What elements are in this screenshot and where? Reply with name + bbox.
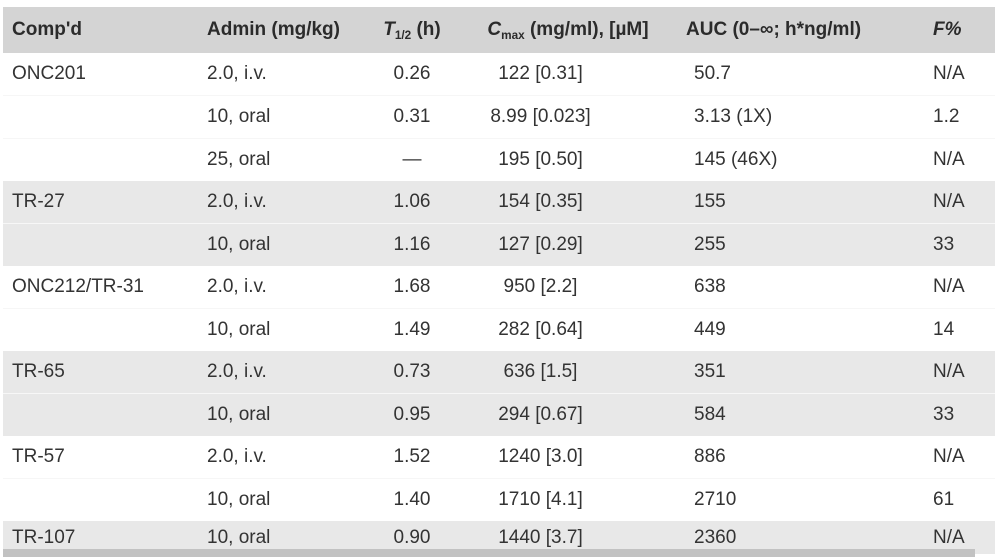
cell-admin: 10, oral [207,404,271,425]
header-cell-t12: T1/2 (h) [371,19,453,43]
cell-cmax: 195 [0.50] [498,149,583,170]
t12-subscript: 1/2 [394,29,412,43]
cell-auc: 449 [694,319,726,340]
cell-auc: 886 [694,446,726,467]
cell-admin: 10, oral [207,319,271,340]
table-header-row: Comp'd Admin (mg/kg) T1/2 (h) Cmax (mg/m… [3,7,995,53]
cell-t12: 0.73 [393,361,431,382]
cell-f: N/A [933,149,965,170]
cell-cmax: 1710 [4.1] [498,489,583,510]
cell-auc: 155 [694,191,726,212]
cell-admin: 10, oral [207,234,271,255]
cell-admin: 10, oral [207,526,271,548]
cell-cmax: 294 [0.67] [498,404,583,425]
cell-t12: 1.16 [393,234,431,255]
cell-auc: 351 [694,361,726,382]
table-row-tr27-oral: 10, oral 1.16 127 [0.29] 255 33 [3,223,995,266]
cmax-symbol: C [487,19,502,40]
cell-admin: 10, oral [207,106,271,127]
cell-admin: 25, oral [207,149,271,170]
cell-t12: 1.49 [393,319,431,340]
header-cell-auc: AUC (0–∞; h*ng/ml) [686,19,862,40]
table-row-tr65-oral: 10, oral 0.95 294 [0.67] 584 33 [3,393,995,436]
cell-t12: 1.06 [393,191,431,212]
cell-f: 1.2 [933,106,960,127]
cell-auc: 2360 [694,526,737,548]
cell-auc: 638 [694,276,726,297]
table-bottom-bar [3,549,975,557]
header-cell-admin: Admin (mg/kg) [207,19,340,40]
cell-auc: 2710 [694,489,737,510]
table-row-tr65-iv: TR-65 2.0, i.v. 0.73 636 [1.5] 351 N/A [3,351,995,393]
cell-admin: 2.0, i.v. [207,191,267,212]
cell-f: 33 [933,404,955,425]
cell-admin: 2.0, i.v. [207,63,267,84]
cell-cmax: 127 [0.29] [498,234,583,255]
cell-compd: TR-57 [12,446,65,467]
cell-t12: 1.68 [393,276,431,297]
cell-admin: 10, oral [207,489,271,510]
header-cell-compd: Comp'd [12,19,82,40]
pk-table: Comp'd Admin (mg/kg) T1/2 (h) Cmax (mg/m… [3,7,995,554]
cmax-subscript: max [501,29,525,43]
cell-t12: 1.52 [393,446,431,467]
cell-f: N/A [933,276,965,297]
cell-t12: 0.31 [393,106,431,127]
cmax-unit: (mg/ml), [µM] [524,19,649,40]
table-row-onc212-iv: ONC212/TR-31 2.0, i.v. 1.68 950 [2.2] 63… [3,266,995,308]
cell-compd: TR-65 [12,361,65,382]
f-percent-label: F% [933,19,962,40]
cell-t12: 1.40 [393,489,431,510]
cell-f: 33 [933,234,955,255]
cell-cmax: 636 [1.5] [503,361,578,382]
table-row-onc201-oral10: 10, oral 0.31 8.99 [0.023] 3.13 (1X) 1.2 [3,95,995,138]
t12-symbol: T [383,19,395,40]
cell-cmax: 154 [0.35] [498,191,583,212]
cell-cmax: 282 [0.64] [498,319,583,340]
cell-cmax: 1240 [3.0] [498,446,583,467]
table-row-tr107-oral: TR-107 10, oral 0.90 1440 [3.7] 2360 N/A [3,521,995,554]
cell-f: 61 [933,489,955,510]
cell-auc: 584 [694,404,726,425]
cell-admin: 2.0, i.v. [207,276,267,297]
cell-auc: 145 (46X) [694,149,778,170]
cell-t12: 0.95 [393,404,431,425]
table-row-onc212-oral: 10, oral 1.49 282 [0.64] 449 14 [3,308,995,351]
table-row-tr57-iv: TR-57 2.0, i.v. 1.52 1240 [3.0] 886 N/A [3,436,995,478]
cell-cmax: 8.99 [0.023] [490,106,591,127]
cell-t12: 0.26 [393,63,431,84]
cell-compd: TR-107 [12,526,76,548]
cell-admin: 2.0, i.v. [207,361,267,382]
cell-auc: 50.7 [694,63,731,84]
cell-compd: TR-27 [12,191,65,212]
cell-auc: 3.13 (1X) [694,106,773,127]
cell-f: N/A [933,361,965,382]
header-cell-f: F% [931,19,995,41]
cell-cmax: 1440 [3.7] [498,526,583,548]
cell-f: N/A [933,446,965,467]
cell-admin: 2.0, i.v. [207,446,267,467]
t12-unit: (h) [411,19,441,40]
cell-f: 14 [933,319,955,340]
table-row-tr57-oral: 10, oral 1.40 1710 [4.1] 2710 61 [3,478,995,521]
table-row-tr27-iv: TR-27 2.0, i.v. 1.06 154 [0.35] 155 N/A [3,181,995,223]
cell-t12: — [402,149,422,170]
cell-f: N/A [933,526,965,548]
cell-cmax: 122 [0.31] [498,63,583,84]
table-row-onc201-oral25: 25, oral — 195 [0.50] 145 (46X) N/A [3,138,995,181]
cell-compd: ONC201 [12,63,86,84]
header-cell-cmax: Cmax (mg/ml), [µM] [453,19,683,43]
cell-f: N/A [933,191,965,212]
cell-cmax: 950 [2.2] [503,276,578,297]
cell-t12: 0.90 [393,526,431,548]
cell-compd: ONC212/TR-31 [12,276,144,297]
cell-f: N/A [933,63,965,84]
cell-auc: 255 [694,234,726,255]
table-row-onc201-iv: ONC201 2.0, i.v. 0.26 122 [0.31] 50.7 N/… [3,53,995,95]
